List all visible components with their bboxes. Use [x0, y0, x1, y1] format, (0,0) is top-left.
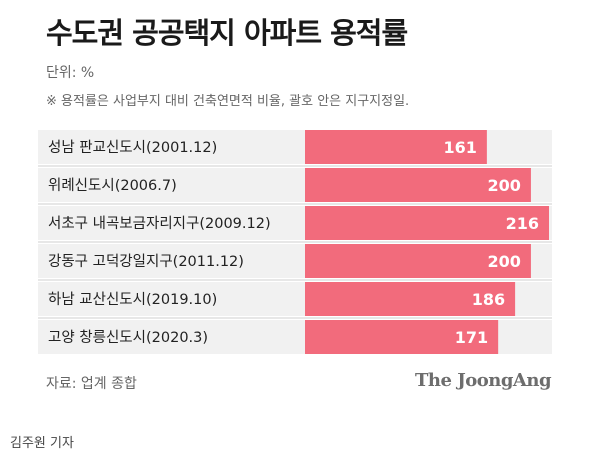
value-label: 186	[472, 290, 505, 309]
bar	[305, 282, 516, 316]
bar	[305, 130, 487, 164]
bar-row: 고양 창릉신도시(2020.3) 171	[38, 317, 552, 354]
value-label: 161	[443, 138, 476, 157]
value-label: 171	[455, 328, 488, 347]
category-label: 위례신도시(2006.7)	[48, 177, 177, 194]
category-label: 강동구 고덕강일지구(2011.12)	[48, 253, 244, 270]
bar-row: 서초구 내곡보금자리지구(2009.12) 216	[38, 203, 552, 240]
bar-row: 위례신도시(2006.7) 200	[38, 165, 552, 202]
bar	[305, 244, 531, 278]
bar-row: 하남 교산신도시(2019.10) 186	[38, 279, 552, 316]
value-label: 216	[506, 214, 539, 233]
category-label: 하남 교산신도시(2019.10)	[48, 291, 217, 308]
category-label: 고양 창릉신도시(2020.3)	[48, 329, 208, 346]
category-label: 서초구 내곡보금자리지구(2009.12)	[48, 215, 271, 232]
value-label: 200	[488, 252, 521, 271]
unit-label: 단위: %	[46, 65, 95, 81]
byline: 김주원 기자	[10, 436, 74, 451]
bar-row: 성남 판교신도시(2001.12) 161	[38, 130, 552, 164]
category-label: 성남 판교신도시(2001.12)	[48, 139, 217, 156]
value-label: 200	[488, 176, 521, 195]
bar-chart: 성남 판교신도시(2001.12) 161 위례신도시(2006.7) 200 서초구 …	[38, 130, 552, 354]
bar	[305, 168, 531, 202]
brand-logo: The JoongAng	[415, 370, 552, 391]
source-label: 자료: 업계 종합	[46, 376, 137, 392]
chart-card: 수도권 공공택지 아파트 용적률 단위: % ※ 용적률은 사업부지 대비 건축…	[38, 16, 552, 392]
chart-title: 수도권 공공택지 아파트 용적률	[46, 16, 408, 50]
bar	[305, 320, 499, 354]
chart-note: ※ 용적률은 사업부지 대비 건축연면적 비율, 괄호 안은 지구지정일.	[46, 94, 410, 109]
bar-row: 강동구 고덕강일지구(2011.12) 200	[38, 241, 552, 278]
bar	[305, 206, 549, 240]
